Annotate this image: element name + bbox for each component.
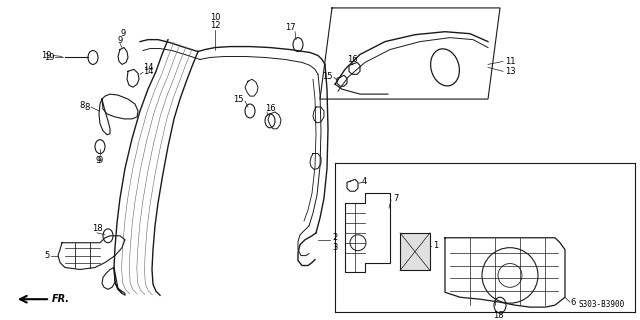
- Text: 15: 15: [233, 95, 243, 104]
- Text: 17: 17: [285, 23, 295, 32]
- Text: 16: 16: [347, 55, 357, 64]
- Text: 18: 18: [493, 310, 503, 320]
- Text: 10: 10: [210, 13, 220, 22]
- Text: 19: 19: [42, 51, 52, 60]
- Text: 3: 3: [332, 243, 337, 252]
- Text: 9: 9: [117, 36, 123, 45]
- Text: 11: 11: [505, 57, 515, 66]
- Text: 8: 8: [84, 102, 90, 111]
- Text: 9: 9: [95, 156, 100, 165]
- Text: 14: 14: [143, 67, 154, 76]
- Text: FR.: FR.: [52, 294, 70, 304]
- Text: 18: 18: [92, 224, 102, 233]
- Bar: [400, 233, 430, 270]
- Text: 8: 8: [79, 100, 85, 109]
- Text: 4: 4: [362, 177, 367, 186]
- Text: 9: 9: [120, 29, 125, 38]
- Text: 13: 13: [505, 67, 516, 76]
- Text: 2: 2: [332, 233, 337, 242]
- Text: 7: 7: [393, 194, 398, 203]
- Text: 14: 14: [143, 63, 154, 72]
- Text: S303-B3900: S303-B3900: [579, 300, 625, 309]
- Text: 5: 5: [45, 251, 50, 260]
- Text: 9: 9: [97, 156, 102, 165]
- Text: 16: 16: [265, 105, 276, 114]
- Text: 12: 12: [210, 21, 220, 30]
- Text: 6: 6: [570, 298, 575, 307]
- Text: 15: 15: [323, 72, 333, 81]
- Text: 1: 1: [433, 241, 438, 250]
- Text: 19: 19: [45, 53, 55, 62]
